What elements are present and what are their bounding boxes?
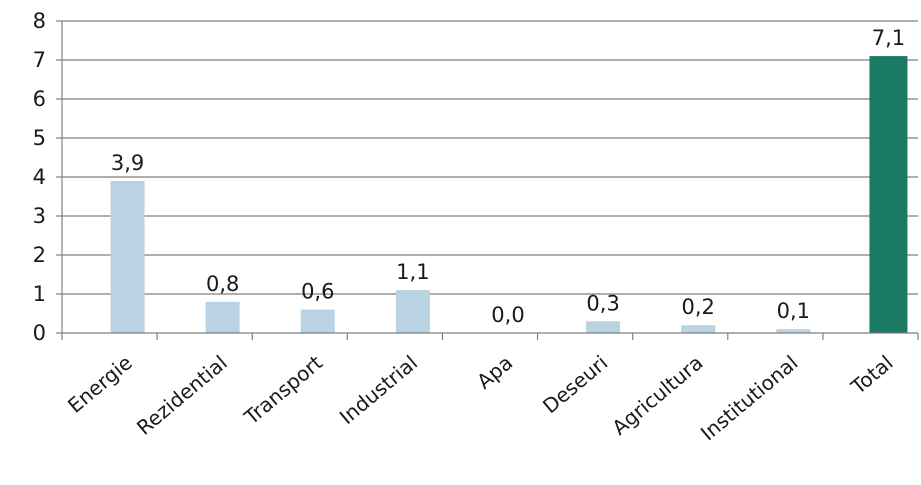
axes [56, 20, 919, 340]
y-tick-label: 1 [33, 282, 46, 306]
category-label: Total [846, 350, 898, 399]
data-label: 0,6 [301, 280, 334, 304]
y-tick-label: 7 [33, 48, 46, 72]
data-label: 3,9 [111, 151, 144, 175]
y-tick-label: 4 [33, 165, 46, 189]
y-tick-label: 6 [33, 87, 46, 111]
gridlines [62, 20, 918, 295]
category-label: Apa [472, 350, 517, 393]
data-label: 0,2 [682, 295, 715, 319]
y-tick-label: 8 [33, 9, 46, 33]
bar-institutional [776, 329, 811, 333]
bars [110, 56, 908, 333]
data-label: 0,1 [777, 299, 810, 323]
category-label: Agricultura [607, 350, 707, 439]
y-tick-label: 0 [33, 321, 46, 345]
bar-industrial [395, 290, 430, 333]
labels: 0 1 2 3 4 5 6 7 8 3,9 Energie 0,8 Rezidential 0,6 Tran… [33, 9, 906, 445]
bar-total [869, 56, 908, 333]
y-tick-label: 3 [33, 204, 46, 228]
data-label: 0,0 [491, 303, 524, 327]
data-label: 7,1 [872, 26, 905, 50]
y-tick-label: 2 [33, 243, 46, 267]
bar-rezidential [205, 301, 240, 333]
data-label: 1,1 [396, 260, 429, 284]
category-label: Institutional [696, 350, 803, 445]
bar-agricultura [681, 325, 716, 333]
y-tick-label: 5 [33, 126, 46, 150]
data-label: 0,3 [586, 291, 619, 315]
bar-deseuri [586, 321, 621, 333]
category-label: Rezidential [132, 350, 232, 439]
category-label: Industrial [335, 350, 422, 429]
category-label: Deseuri [538, 350, 612, 418]
category-label: Energie [63, 350, 137, 417]
category-label: Transport [239, 350, 327, 429]
bar-transport [300, 309, 335, 333]
bar-energie [110, 180, 145, 333]
data-label: 0,8 [206, 272, 239, 296]
